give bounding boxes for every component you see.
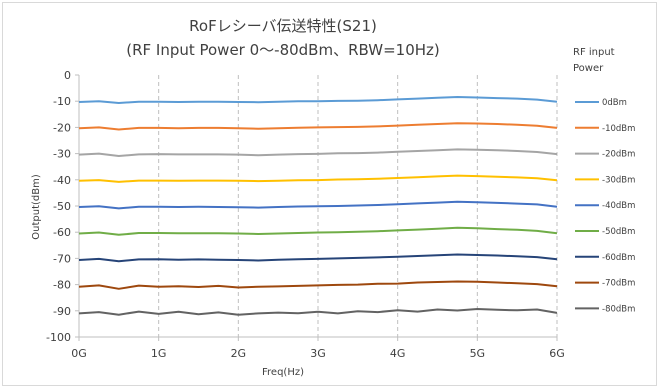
chart-area: RoFレシーバ伝送特性(S21) (RF Input Power 0〜-80dB…	[2, 2, 657, 386]
series-line	[78, 253, 558, 263]
x-tick-label: 4G	[390, 347, 406, 360]
y-tick-label: -70	[53, 252, 71, 265]
legend-label: -10dBm	[602, 124, 635, 134]
y-tick-label: -40	[53, 174, 71, 187]
series-line	[78, 122, 558, 131]
legend-label: -60dBm	[602, 253, 635, 263]
series-line	[78, 200, 558, 210]
x-tick-labels: 0G 1G 2G 3G 4G 5G 6G	[71, 347, 565, 360]
x-tick-label: 2G	[231, 347, 247, 360]
series-lines	[78, 96, 558, 316]
legend-title-line1: RF input	[573, 47, 615, 58]
y-tick-label: -30	[53, 148, 71, 161]
y-axis-label: Output(dBm)	[31, 174, 42, 240]
x-tick-label: 0G	[71, 347, 87, 360]
series-line	[78, 308, 558, 316]
legend-label: -20dBm	[602, 150, 635, 160]
series-line	[78, 148, 558, 157]
y-tick-label: -80	[53, 279, 71, 292]
chart-subtitle: (RF Input Power 0〜-80dBm、RBW=10Hz)	[126, 41, 440, 59]
axes	[75, 74, 558, 341]
series-line	[78, 280, 558, 290]
x-tick-label: 1G	[151, 347, 167, 360]
legend-label: 0dBm	[602, 98, 627, 108]
x-tick-label: 6G	[549, 347, 565, 360]
legend-label: -70dBm	[602, 279, 635, 289]
y-tick-label: -50	[53, 200, 71, 213]
chart-title: RoFレシーバ伝送特性(S21)	[189, 17, 377, 35]
series-line	[78, 226, 558, 236]
x-tick-label: 3G	[310, 347, 326, 360]
chart-svg: RoFレシーバ伝送特性(S21) (RF Input Power 0〜-80dB…	[31, 17, 635, 378]
legend: 0dBm -10dBm -20dBm -30dBm -40dBm -50dBm -60dBm…	[575, 98, 635, 314]
y-tick-label: 0	[64, 69, 71, 82]
grid-lines	[158, 75, 558, 337]
x-tick-label: 5G	[470, 347, 486, 360]
legend-label: -80dBm	[602, 304, 635, 314]
legend-label: -30dBm	[602, 175, 635, 185]
y-tick-labels: 0 -10 -20 -30 -40 -50 -60 -70 -80 -90 -100	[46, 69, 71, 344]
y-tick-label: -90	[53, 305, 71, 318]
y-tick-label: -100	[46, 331, 71, 344]
y-tick-label: -10	[53, 95, 71, 108]
series-line	[78, 96, 558, 104]
series-line	[78, 174, 558, 183]
y-tick-label: -20	[53, 121, 71, 134]
y-tick-label: -60	[53, 226, 71, 239]
legend-label: -50dBm	[602, 227, 635, 237]
legend-title-line2: Power	[573, 63, 604, 74]
x-axis-label: Freq(Hz)	[262, 367, 304, 378]
legend-label: -40dBm	[602, 201, 635, 211]
